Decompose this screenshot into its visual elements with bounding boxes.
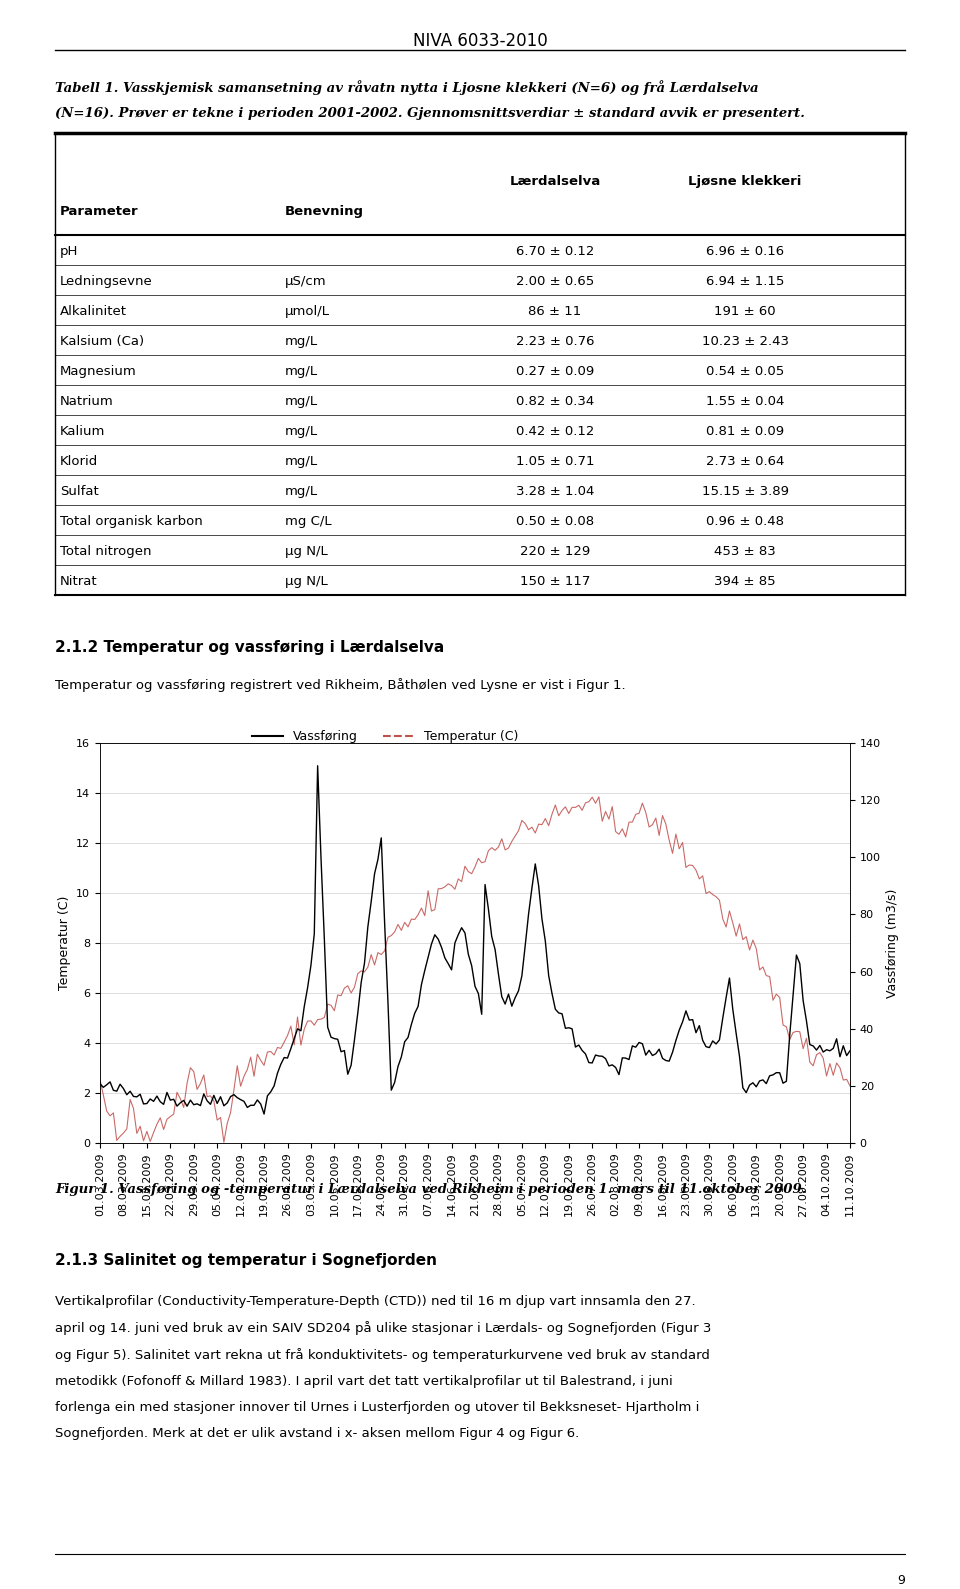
Text: 453 ± 83: 453 ± 83	[714, 545, 776, 558]
Text: (N=16). Prøver er tekne i perioden 2001-2002. Gjennomsnittsverdiar ± standard av: (N=16). Prøver er tekne i perioden 2001-…	[55, 106, 804, 121]
Text: Vertikalprofilar (Conductivity-Temperature-Depth (CTD)) ned til 16 m djup vart i: Vertikalprofilar (Conductivity-Temperatu…	[55, 1295, 696, 1308]
Text: 0.96 ± 0.48: 0.96 ± 0.48	[706, 515, 784, 528]
Text: 86 ± 11: 86 ± 11	[528, 305, 582, 318]
Text: 6.70 ± 0.12: 6.70 ± 0.12	[516, 245, 594, 257]
Text: 2.73 ± 0.64: 2.73 ± 0.64	[706, 454, 784, 469]
Text: 6.94 ± 1.15: 6.94 ± 1.15	[706, 275, 784, 288]
Text: Kalsium (Ca): Kalsium (Ca)	[60, 335, 144, 348]
Text: 0.82 ± 0.34: 0.82 ± 0.34	[516, 396, 594, 408]
Text: Magnesium: Magnesium	[60, 365, 136, 378]
Legend: Vassføring, Temperatur (C): Vassføring, Temperatur (C)	[247, 725, 523, 748]
Text: Sulfat: Sulfat	[60, 485, 99, 497]
Text: Sognefjorden. Merk at det er ulik avstand i x- aksen mellom Figur 4 og Figur 6.: Sognefjorden. Merk at det er ulik avstan…	[55, 1427, 579, 1441]
Text: pH: pH	[60, 245, 79, 257]
Text: 9: 9	[898, 1575, 905, 1587]
Text: Nitrat: Nitrat	[60, 575, 98, 588]
Text: 2.1.3 Salinitet og temperatur i Sognefjorden: 2.1.3 Salinitet og temperatur i Sognefjo…	[55, 1254, 437, 1268]
Text: 3.28 ± 1.04: 3.28 ± 1.04	[516, 485, 594, 497]
Text: Figur 1. Vassføring og -temperatur i Lærdalselva ved Rikheim i perioden 1. mars : Figur 1. Vassføring og -temperatur i Lær…	[55, 1182, 806, 1197]
Text: 191 ± 60: 191 ± 60	[714, 305, 776, 318]
Text: mg/L: mg/L	[285, 454, 318, 469]
Text: 2.00 ± 0.65: 2.00 ± 0.65	[516, 275, 594, 288]
Text: 150 ± 117: 150 ± 117	[519, 575, 590, 588]
Text: april og 14. juni ved bruk av ein SAIV SD204 på ulike stasjonar i Lærdals- og So: april og 14. juni ved bruk av ein SAIV S…	[55, 1322, 711, 1335]
Text: Parameter: Parameter	[60, 205, 138, 218]
Text: forlenga ein med stasjoner innover til Urnes i Lusterfjorden og utover til Bekks: forlenga ein med stasjoner innover til U…	[55, 1401, 700, 1414]
Text: 10.23 ± 2.43: 10.23 ± 2.43	[702, 335, 788, 348]
Text: Benevning: Benevning	[285, 205, 364, 218]
Text: metodikk (Fofonoff & Millard 1983). I april vart det tatt vertikalprofilar ut ti: metodikk (Fofonoff & Millard 1983). I ap…	[55, 1374, 673, 1387]
Text: 0.50 ± 0.08: 0.50 ± 0.08	[516, 515, 594, 528]
Text: Total organisk karbon: Total organisk karbon	[60, 515, 203, 528]
Text: Total nitrogen: Total nitrogen	[60, 545, 152, 558]
Text: mg/L: mg/L	[285, 396, 318, 408]
Text: 0.27 ± 0.09: 0.27 ± 0.09	[516, 365, 594, 378]
Text: Lærdalselva: Lærdalselva	[510, 175, 601, 188]
Text: mg/L: mg/L	[285, 485, 318, 497]
Text: μmol/L: μmol/L	[285, 305, 330, 318]
Text: 6.96 ± 0.16: 6.96 ± 0.16	[706, 245, 784, 257]
Text: Klorid: Klorid	[60, 454, 98, 469]
Text: Kalium: Kalium	[60, 424, 106, 439]
Text: mg C/L: mg C/L	[285, 515, 331, 528]
Text: 0.54 ± 0.05: 0.54 ± 0.05	[706, 365, 784, 378]
Text: Ljøsne klekkeri: Ljøsne klekkeri	[688, 175, 802, 188]
Text: mg/L: mg/L	[285, 335, 318, 348]
Text: μg N/L: μg N/L	[285, 575, 327, 588]
Text: mg/L: mg/L	[285, 424, 318, 439]
Text: Ledningsevne: Ledningsevne	[60, 275, 153, 288]
Text: μg N/L: μg N/L	[285, 545, 327, 558]
Text: mg/L: mg/L	[285, 365, 318, 378]
Text: μS/cm: μS/cm	[285, 275, 326, 288]
Text: 0.42 ± 0.12: 0.42 ± 0.12	[516, 424, 594, 439]
Text: Temperatur og vassføring registrert ved Rikheim, Båthølen ved Lysne er vist i Fi: Temperatur og vassføring registrert ved …	[55, 679, 626, 691]
Text: 2.23 ± 0.76: 2.23 ± 0.76	[516, 335, 594, 348]
Text: 394 ± 85: 394 ± 85	[714, 575, 776, 588]
Y-axis label: Temperatur (C): Temperatur (C)	[58, 896, 71, 990]
Text: 220 ± 129: 220 ± 129	[520, 545, 590, 558]
Text: Alkalinitet: Alkalinitet	[60, 305, 127, 318]
Y-axis label: Vassføring (m3/s): Vassføring (m3/s)	[886, 888, 900, 998]
Text: Natrium: Natrium	[60, 396, 113, 408]
Text: og Figur 5). Salinitet vart rekna ut frå konduktivitets- og temperaturkurvene ve: og Figur 5). Salinitet vart rekna ut frå…	[55, 1347, 709, 1362]
Text: 2.1.2 Temperatur og vassføring i Lærdalselva: 2.1.2 Temperatur og vassføring i Lærdals…	[55, 640, 444, 655]
Text: 1.05 ± 0.71: 1.05 ± 0.71	[516, 454, 594, 469]
Text: 1.55 ± 0.04: 1.55 ± 0.04	[706, 396, 784, 408]
Text: NIVA 6033-2010: NIVA 6033-2010	[413, 32, 547, 49]
Text: Tabell 1. Vasskjemisk samansetning av råvatn nytta i Ljosne klekkeri (N=6) og fr: Tabell 1. Vasskjemisk samansetning av rå…	[55, 79, 758, 95]
Text: 0.81 ± 0.09: 0.81 ± 0.09	[706, 424, 784, 439]
Text: 15.15 ± 3.89: 15.15 ± 3.89	[702, 485, 788, 497]
